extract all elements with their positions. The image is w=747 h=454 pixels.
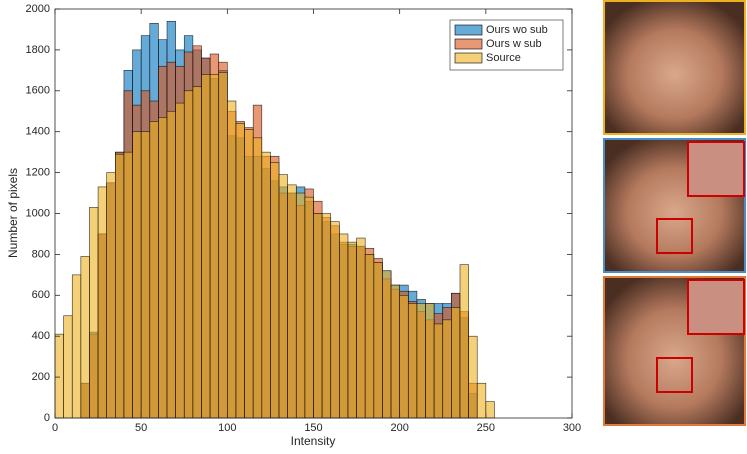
x-tick-label: 250 — [477, 422, 495, 434]
bar — [485, 401, 495, 419]
face-panel — [603, 0, 746, 426]
legend-swatch — [454, 24, 483, 36]
bar — [80, 256, 90, 419]
bar — [63, 315, 73, 419]
bar — [227, 100, 237, 419]
bar — [149, 121, 159, 419]
bar — [106, 172, 116, 419]
w-sub-face — [603, 276, 746, 426]
bar — [373, 262, 383, 419]
bar — [270, 162, 280, 419]
bar — [287, 184, 297, 419]
bar — [304, 196, 314, 419]
bar — [54, 333, 64, 419]
bar — [416, 303, 426, 419]
y-tick-label: 1600 — [26, 85, 50, 97]
legend-swatch — [454, 52, 483, 64]
bar — [321, 213, 332, 419]
bar — [399, 294, 409, 419]
legend-swatch — [454, 38, 483, 50]
bar — [442, 319, 452, 419]
bar — [209, 74, 220, 419]
x-tick-label: 0 — [52, 422, 58, 434]
legend-label: Ours wo sub — [486, 24, 548, 36]
bar — [347, 241, 357, 419]
bar — [158, 117, 168, 419]
legend-label: Ours w sub — [486, 38, 542, 50]
bar — [468, 335, 478, 419]
bar — [382, 270, 392, 419]
bar — [115, 153, 125, 419]
legend-label: Source — [486, 52, 521, 64]
bar — [123, 151, 133, 419]
bar — [261, 151, 271, 419]
bar — [451, 307, 461, 419]
x-tick-label: 200 — [390, 422, 408, 434]
bar — [407, 303, 418, 419]
bar — [252, 137, 263, 419]
bar — [89, 207, 99, 419]
y-tick-label: 1000 — [26, 207, 50, 219]
bar — [201, 74, 211, 419]
bar — [339, 233, 349, 419]
y-tick-label: 800 — [32, 248, 50, 260]
bar — [356, 237, 366, 419]
x-tick-label: 50 — [135, 422, 147, 434]
bar — [295, 192, 306, 419]
y-tick-label: 0 — [44, 412, 50, 424]
y-tick-label: 400 — [32, 330, 50, 342]
bar — [459, 264, 469, 419]
y-tick-label: 1800 — [26, 44, 50, 56]
y-tick-label: 200 — [32, 371, 50, 383]
bar — [244, 129, 254, 419]
y-tick-label: 600 — [32, 289, 50, 301]
bar — [218, 72, 228, 419]
bar — [235, 123, 245, 419]
bar — [476, 382, 487, 419]
bar — [390, 284, 400, 419]
bar — [175, 102, 185, 419]
bar — [313, 213, 323, 419]
y-tick-label: 1200 — [26, 167, 50, 179]
bar — [192, 86, 202, 419]
bar — [140, 131, 151, 419]
bar — [425, 303, 435, 419]
crop-box — [656, 357, 693, 393]
bar — [71, 274, 82, 419]
bar — [166, 110, 176, 419]
zoom-box — [687, 279, 745, 335]
chart: Intensity Number of pixels 0 50 100 150 200 2… — [6, 3, 581, 448]
bar — [132, 131, 142, 419]
source-face — [603, 0, 746, 135]
y-axis-label: Number of pixels — [6, 168, 20, 258]
y-tick-label: 2000 — [26, 3, 50, 15]
x-tick-label: 150 — [304, 422, 322, 434]
bar — [330, 221, 340, 419]
bar — [433, 323, 444, 419]
x-tick-label: 100 — [218, 422, 236, 434]
x-axis-label: Intensity — [291, 434, 336, 448]
zoom-box — [687, 141, 745, 197]
x-tick-label: 300 — [563, 422, 581, 434]
bar — [183, 90, 194, 419]
crop-box — [656, 218, 693, 254]
y-tick-label: 1400 — [26, 126, 50, 138]
bar — [97, 186, 108, 419]
bar — [364, 254, 375, 419]
bar — [278, 174, 288, 419]
